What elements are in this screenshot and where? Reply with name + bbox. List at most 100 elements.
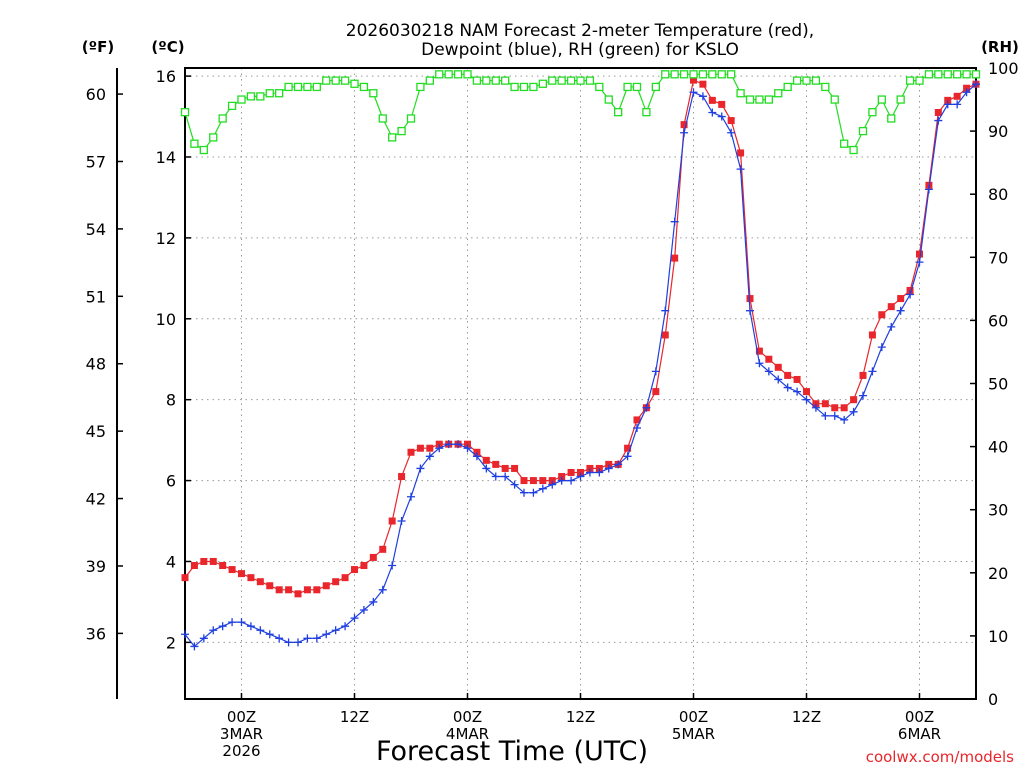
celsius-tick-label: 12 — [156, 229, 176, 248]
rh-point — [425, 76, 434, 85]
dewpoint-point — [294, 638, 302, 647]
dewpoint-point — [623, 452, 632, 461]
rh-point — [670, 70, 679, 79]
rh-point — [501, 76, 510, 85]
temperature-point — [501, 464, 509, 472]
dewpoint-point — [246, 622, 255, 631]
dewpoint-point — [209, 626, 218, 635]
celsius-tick-label: 8 — [166, 391, 176, 410]
dewpoint-point — [501, 472, 510, 481]
dewpoint-point — [491, 472, 500, 481]
chart-header: 2026030218 NAM Forecast 2-meter Temperat… — [82, 21, 1019, 60]
series-layer — [180, 70, 981, 651]
temperature-point — [426, 444, 434, 452]
rh-point — [679, 70, 689, 79]
rh-point — [435, 70, 444, 79]
rh-point — [180, 108, 190, 117]
rh-point — [209, 133, 218, 142]
dewpoint-point — [199, 634, 208, 643]
fahrenheit-tick-label: 39 — [86, 557, 106, 576]
temperature-point — [963, 84, 971, 92]
rh-point — [293, 82, 303, 92]
temperature-point — [850, 396, 858, 404]
rh-point — [246, 92, 256, 101]
dewpoint-point — [350, 614, 359, 623]
temperature-point — [209, 557, 217, 565]
dewpoint-point — [397, 517, 406, 526]
temperature-point — [181, 574, 189, 582]
temperature-point — [379, 545, 387, 553]
dewpoint-point — [877, 343, 886, 352]
dewpoint-point — [312, 634, 321, 643]
dewpoint-point — [510, 480, 519, 489]
temperature-point — [784, 371, 792, 379]
fahrenheit-unit-label: (ºF) — [82, 38, 114, 56]
rh-point — [632, 82, 642, 92]
dewpoint-point — [736, 165, 745, 174]
dewpoint-point — [953, 100, 962, 109]
dewpoint-point — [633, 423, 641, 432]
temperature-point — [332, 578, 340, 586]
rh-series — [180, 70, 981, 155]
rh-point — [491, 76, 500, 85]
temperature-point — [953, 92, 961, 100]
fahrenheit-tick-label: 60 — [86, 85, 106, 104]
temperature-point — [718, 100, 726, 108]
temperature-point — [595, 464, 603, 472]
temperature-point — [916, 250, 923, 258]
x-tick-label: 5MAR — [672, 725, 715, 743]
celsius-tick-label: 2 — [166, 633, 176, 652]
dewpoint-point — [425, 452, 434, 461]
rh-point — [406, 114, 416, 123]
rh-point — [774, 89, 783, 98]
dewpoint-point — [680, 128, 689, 137]
dewpoint-point — [256, 626, 265, 635]
dewpoint-point — [341, 622, 350, 631]
rh-point — [275, 89, 284, 98]
dewpoint-point — [416, 464, 425, 473]
dewpoint-point — [689, 88, 698, 97]
dewpoint-point — [972, 80, 980, 89]
temperature-point — [219, 562, 227, 570]
rh-point — [350, 79, 359, 88]
rh-point — [538, 79, 547, 88]
axes-layer — [116, 67, 977, 700]
rh-point — [463, 70, 472, 79]
temperature-point — [897, 295, 905, 303]
temperature-point — [322, 582, 330, 590]
dewpoint-point — [896, 306, 905, 315]
temperature-point — [737, 149, 745, 157]
temperature-point — [190, 562, 198, 570]
dewpoint-point — [727, 128, 736, 137]
rh-point — [764, 95, 773, 104]
dewpoint-point — [924, 185, 933, 194]
temperature-point — [661, 331, 669, 339]
dewpoint-point — [830, 411, 839, 420]
rh-point — [548, 76, 557, 85]
temperature-point — [360, 562, 368, 570]
rh-point — [595, 82, 604, 92]
rh-point — [585, 76, 595, 85]
dewpoint-point — [520, 488, 528, 497]
rh-point — [887, 114, 896, 123]
rh-point — [783, 82, 792, 92]
dewpoint-point — [906, 290, 915, 299]
rh-point — [576, 76, 585, 85]
rh-point — [614, 108, 623, 117]
rh-point — [858, 126, 868, 136]
dewpoint-point — [407, 492, 415, 501]
rh-point — [256, 92, 265, 101]
dewpoint-point — [378, 585, 387, 594]
temperature-point — [200, 557, 208, 565]
temperature-point — [464, 440, 471, 448]
dewpoint-point — [868, 367, 877, 376]
rh-point — [708, 70, 717, 79]
celsius-tick-label: 16 — [156, 67, 176, 86]
rh-point — [755, 95, 764, 104]
temperature-point — [708, 96, 716, 104]
temperature-point — [878, 311, 886, 319]
temperature-point — [529, 477, 537, 485]
rh-point — [218, 114, 227, 123]
